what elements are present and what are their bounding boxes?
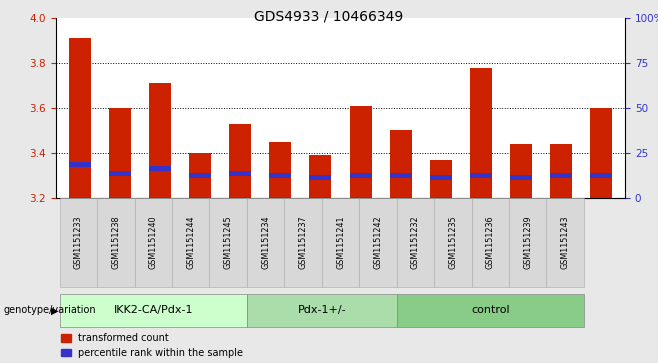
Text: GSM1151233: GSM1151233 bbox=[74, 216, 83, 269]
Bar bbox=[190, 173, 211, 178]
Text: GSM1151241: GSM1151241 bbox=[336, 216, 345, 269]
Bar bbox=[190, 153, 211, 198]
Bar bbox=[109, 108, 131, 198]
Bar bbox=[69, 38, 91, 198]
Text: genotype/variation: genotype/variation bbox=[3, 305, 96, 315]
Bar bbox=[349, 106, 372, 198]
Bar bbox=[590, 108, 612, 198]
Bar bbox=[550, 144, 572, 198]
Bar bbox=[109, 171, 131, 176]
Bar bbox=[149, 83, 171, 198]
Text: GSM1151240: GSM1151240 bbox=[149, 216, 158, 269]
Text: GSM1151238: GSM1151238 bbox=[111, 216, 120, 269]
Bar bbox=[590, 173, 612, 178]
Bar bbox=[430, 160, 452, 198]
Text: GSM1151239: GSM1151239 bbox=[523, 216, 532, 269]
Bar bbox=[229, 171, 251, 176]
Legend: transformed count, percentile rank within the sample: transformed count, percentile rank withi… bbox=[61, 333, 243, 358]
Bar bbox=[430, 175, 452, 180]
Text: GSM1151242: GSM1151242 bbox=[374, 216, 382, 269]
Text: GDS4933 / 10466349: GDS4933 / 10466349 bbox=[255, 9, 403, 23]
Bar bbox=[309, 175, 332, 180]
Text: GSM1151244: GSM1151244 bbox=[186, 216, 195, 269]
Bar bbox=[309, 155, 332, 198]
Bar bbox=[550, 173, 572, 178]
Text: ▶: ▶ bbox=[51, 305, 59, 315]
Bar bbox=[269, 173, 291, 178]
Bar bbox=[149, 166, 171, 171]
Bar bbox=[470, 173, 492, 178]
Bar bbox=[510, 144, 532, 198]
Text: GSM1151236: GSM1151236 bbox=[486, 216, 495, 269]
Bar bbox=[470, 68, 492, 198]
Bar bbox=[349, 173, 372, 178]
Text: GSM1151245: GSM1151245 bbox=[224, 216, 233, 269]
Bar bbox=[510, 175, 532, 180]
Text: GSM1151235: GSM1151235 bbox=[448, 216, 457, 269]
Text: GSM1151234: GSM1151234 bbox=[261, 216, 270, 269]
Text: GSM1151237: GSM1151237 bbox=[299, 216, 307, 269]
Bar bbox=[269, 142, 291, 198]
Text: IKK2-CA/Pdx-1: IKK2-CA/Pdx-1 bbox=[114, 305, 193, 315]
Bar bbox=[390, 130, 412, 198]
Bar bbox=[69, 162, 91, 167]
Text: control: control bbox=[471, 305, 509, 315]
Text: GSM1151243: GSM1151243 bbox=[561, 216, 570, 269]
Bar bbox=[229, 124, 251, 198]
Bar bbox=[390, 173, 412, 178]
Text: GSM1151232: GSM1151232 bbox=[411, 216, 420, 269]
Text: Pdx-1+/-: Pdx-1+/- bbox=[297, 305, 346, 315]
